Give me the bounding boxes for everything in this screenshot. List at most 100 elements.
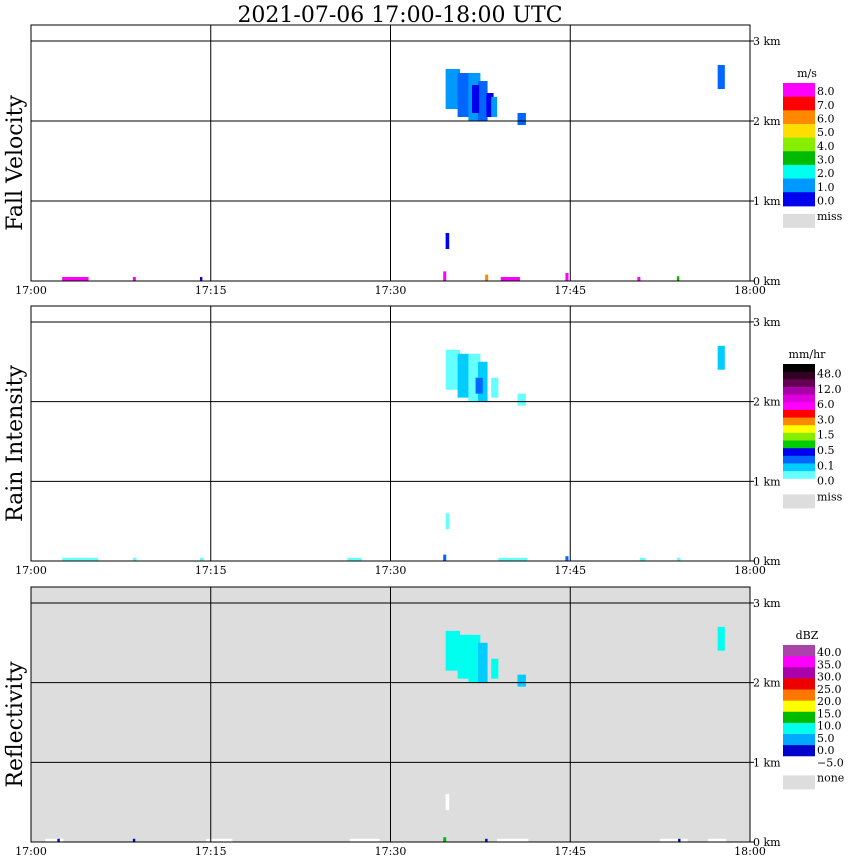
- panel-frame: [30, 305, 751, 562]
- colorbar-swatch: [783, 432, 815, 441]
- colorbar-swatch: [783, 734, 815, 746]
- echo-cell: [491, 97, 498, 117]
- colorbar-swatch: [783, 689, 815, 702]
- colorbar-swatch: [783, 371, 815, 380]
- x-tick-label: 17:15: [195, 845, 227, 858]
- colorbar-label: 0.1: [817, 459, 835, 472]
- colorbar-label: 3.0: [817, 413, 835, 426]
- x-tick-label: 17:00: [15, 564, 47, 577]
- echo-cell: [497, 838, 529, 842]
- y-tick-label: 2 km: [753, 115, 781, 128]
- x-tick-label: 18:00: [734, 845, 766, 858]
- x-tick-label: 17:45: [554, 845, 586, 858]
- colorbar-label: 6.0: [817, 398, 835, 411]
- y-tick-label: 0 km: [753, 836, 781, 849]
- panel-fall-velocity: 0 km 1 km 2 km 3 km 17:00 17:15 17:30 17:45 18:0…: [3, 24, 843, 297]
- y-tick-label: 0 km: [753, 555, 781, 568]
- y-tick-label: 1 km: [753, 195, 781, 208]
- colorbar-swatch: [783, 151, 815, 166]
- colorbar-swatch: [783, 364, 815, 373]
- colorbar-swatch: [783, 83, 815, 98]
- echo-cell: [445, 513, 450, 530]
- colorbar-swatch: [783, 471, 815, 480]
- echo-cell: [717, 65, 725, 89]
- y-tick-label: 2 km: [753, 396, 781, 409]
- colorbar-swatch: [783, 386, 815, 396]
- colorbar-swatch: [783, 667, 815, 679]
- echo-cell: [445, 794, 450, 811]
- x-tick-label: 17:45: [554, 564, 586, 577]
- echo-cell: [205, 838, 233, 842]
- panel-reflectivity: 0 km 1 km 2 km 3 km 17:00 17:15 17:30 17:45 18:0…: [3, 586, 844, 858]
- x-tick-label: 17:30: [375, 845, 407, 858]
- colorbar-label: 1.0: [817, 181, 835, 194]
- panel-label: Reflectivity: [3, 661, 28, 788]
- colorbar-missing-swatch: [783, 775, 815, 790]
- x-tick-label: 17:45: [554, 284, 586, 297]
- colorbar-unit: mm/hr: [789, 348, 827, 361]
- colorbar-missing-label: none: [817, 771, 844, 784]
- echo-cell: [457, 634, 470, 679]
- y-tick-label: 2 km: [753, 677, 781, 690]
- colorbar-swatch: [783, 656, 815, 668]
- echo-cell: [443, 271, 447, 281]
- colorbar-swatch: [783, 722, 815, 735]
- echo-cell: [485, 274, 489, 281]
- echo-cell: [717, 345, 725, 370]
- echo-cell: [443, 837, 447, 842]
- colorbar-label: 30.0: [817, 671, 842, 684]
- x-tick-label: 17:15: [195, 284, 227, 297]
- x-tick-label: 18:00: [734, 564, 766, 577]
- colorbar-missing-swatch: [783, 494, 815, 509]
- echo-cell: [678, 838, 681, 842]
- colorbar-label: 0.0: [817, 744, 835, 757]
- echo-cell: [639, 557, 646, 561]
- echo-cell: [676, 276, 680, 281]
- colorbar-label: 40.0: [817, 646, 842, 659]
- echo-cell: [347, 557, 362, 561]
- echo-cell: [491, 377, 499, 398]
- colorbar-label: 0.0: [817, 194, 835, 207]
- colorbar-label: 5.0: [817, 732, 835, 745]
- colorbar: dBZ 40.035.030.025.020.015.010.05.00.0−5.…: [783, 629, 844, 790]
- colorbar-swatch: [783, 417, 815, 426]
- x-tick-label: 17:00: [15, 284, 47, 297]
- panel-frame: [30, 24, 751, 282]
- echo-cell: [468, 353, 481, 402]
- x-tick-label: 17:30: [375, 284, 407, 297]
- echo-cell: [517, 674, 526, 687]
- echo-cell: [45, 838, 64, 842]
- echo-cell: [498, 557, 528, 561]
- echo-cell: [443, 554, 447, 561]
- colorbar-swatch: [783, 137, 815, 152]
- colorbar-swatch: [783, 745, 815, 757]
- colorbar-swatch: [783, 645, 815, 657]
- y-tick-label: 3 km: [753, 316, 781, 329]
- colorbar-swatch: [783, 448, 815, 457]
- colorbar-label: 2.0: [817, 167, 835, 180]
- panel-frame: [30, 586, 751, 843]
- echo-cell: [62, 277, 89, 281]
- colorbar-swatch: [783, 463, 815, 472]
- colorbar-swatch: [783, 402, 815, 411]
- colorbar-label: 25.0: [817, 683, 842, 696]
- colorbar-swatch: [783, 192, 815, 207]
- chart-title: 2021-07-06 17:00-18:00 UTC: [237, 3, 562, 28]
- echo-cell: [477, 642, 488, 683]
- echo-cell: [457, 353, 470, 398]
- colorbar-label: 35.0: [817, 658, 842, 671]
- echo-cell: [708, 838, 727, 842]
- colorbar-label: −5.0: [817, 756, 844, 769]
- colorbar-swatch: [783, 394, 815, 403]
- echo-cell: [565, 556, 569, 561]
- colorbar-label: 10.0: [817, 720, 842, 733]
- colorbar-swatch: [783, 123, 815, 139]
- colorbar-label: 7.0: [817, 99, 835, 112]
- colorbar-swatch: [783, 178, 815, 193]
- colorbar-swatch: [783, 756, 815, 768]
- colorbar-swatch: [783, 455, 815, 464]
- panel-label: Rain Intensity: [3, 364, 28, 521]
- colorbar-unit: m/s: [797, 67, 817, 80]
- colorbar-unit: dBZ: [796, 629, 819, 642]
- echo-cell: [62, 557, 99, 561]
